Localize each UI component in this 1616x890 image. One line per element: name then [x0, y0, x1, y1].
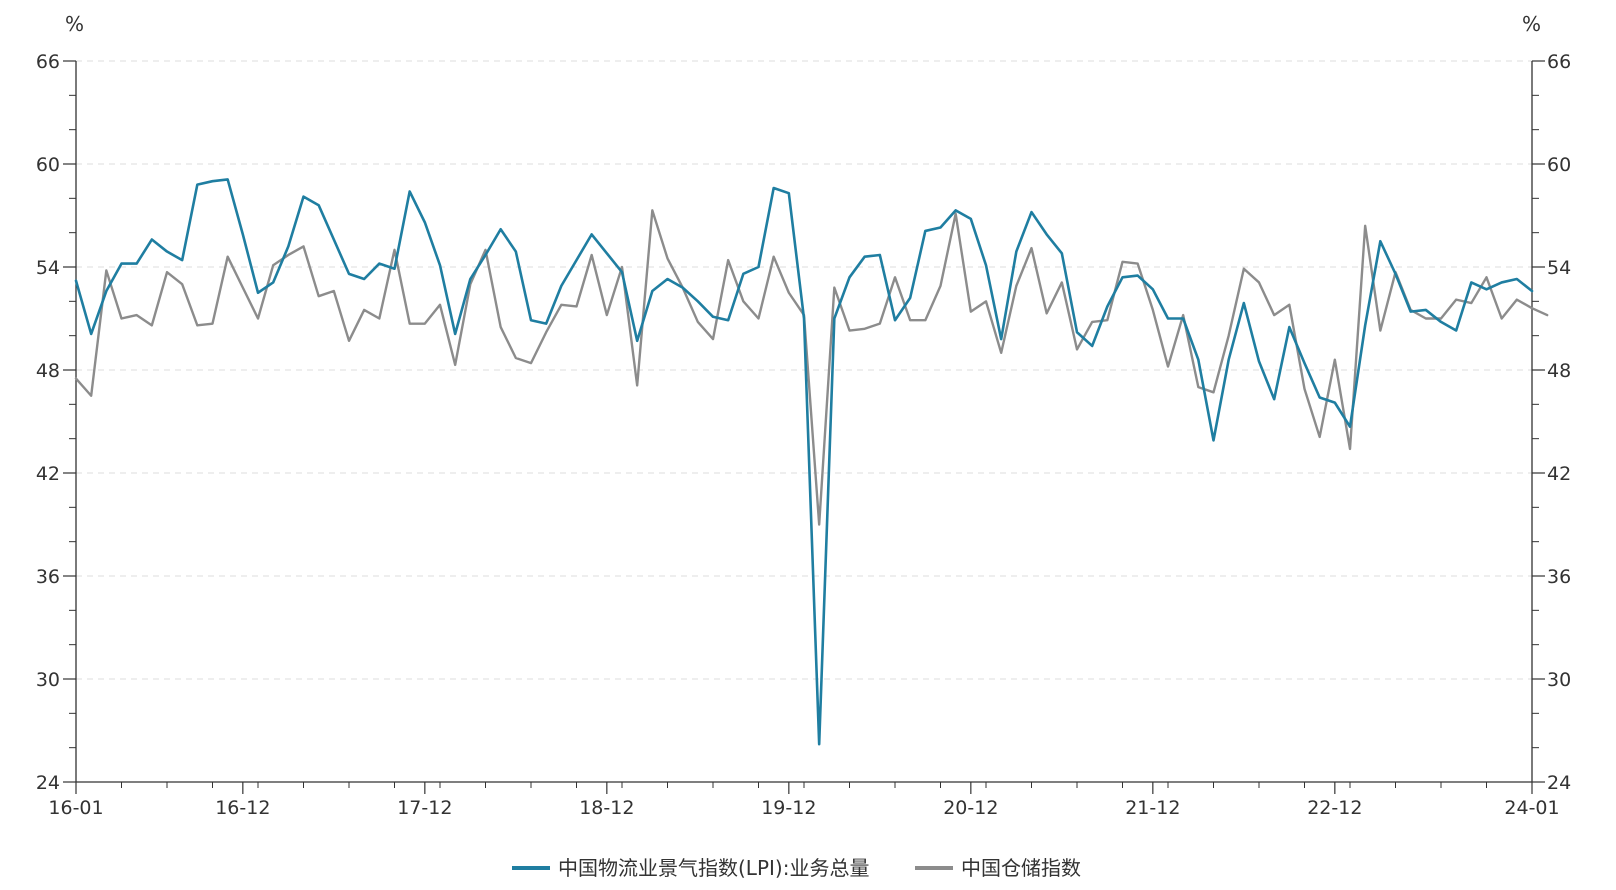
x-tick-label: 19-12	[761, 797, 816, 819]
x-tick-label: 24-01	[1504, 797, 1559, 819]
y-tick-label-right: 54	[1547, 257, 1571, 279]
legend-label-storage: 中国仓储指数	[961, 856, 1081, 880]
legend: 中国物流业景气指数(LPI):业务总量 中国仓储指数	[512, 856, 1081, 880]
series-line-lpi	[74, 178, 1534, 746]
y-tick-label-left: 42	[36, 463, 60, 485]
y-tick-label-left: 48	[36, 360, 60, 382]
x-tick-label: 21-12	[1125, 797, 1180, 819]
y-tick-label-right: 42	[1547, 463, 1571, 485]
y-tick-label-left: 36	[36, 566, 60, 588]
gridlines	[76, 60, 1532, 680]
series-line-storage	[74, 209, 1549, 526]
y-tick-label-left: 30	[36, 669, 60, 691]
y-tick-label-right: 36	[1547, 566, 1571, 588]
x-tick-label: 16-12	[215, 797, 270, 819]
y-tick-label-right: 30	[1547, 669, 1571, 691]
x-tick-label: 16-01	[48, 797, 103, 819]
x-tick-label: 20-12	[943, 797, 998, 819]
y-tick-label-right: 48	[1547, 360, 1571, 382]
left-axis-unit: %	[65, 12, 84, 36]
y-tick-label-left: 54	[36, 257, 60, 279]
x-tick-label: 18-12	[579, 797, 634, 819]
y-tick-label-left: 24	[36, 772, 60, 794]
y-tick-label-right: 60	[1547, 154, 1571, 176]
x-tick-label: 17-12	[397, 797, 452, 819]
y-tick-label-right: 24	[1547, 772, 1571, 794]
y-tick-label-right: 66	[1547, 51, 1571, 73]
right-axis-unit: %	[1522, 12, 1541, 36]
legend-label-lpi: 中国物流业景气指数(LPI):业务总量	[558, 856, 869, 880]
y-tick-label-left: 60	[36, 154, 60, 176]
axis-ticks: 24 24 30 30 36 36 42 42 48 48 54 54 60 60 66 66 16-01 16-…	[36, 51, 1571, 819]
y-tick-label-left: 66	[36, 51, 60, 73]
series-lines	[74, 178, 1549, 746]
x-tick-label: 22-12	[1307, 797, 1362, 819]
